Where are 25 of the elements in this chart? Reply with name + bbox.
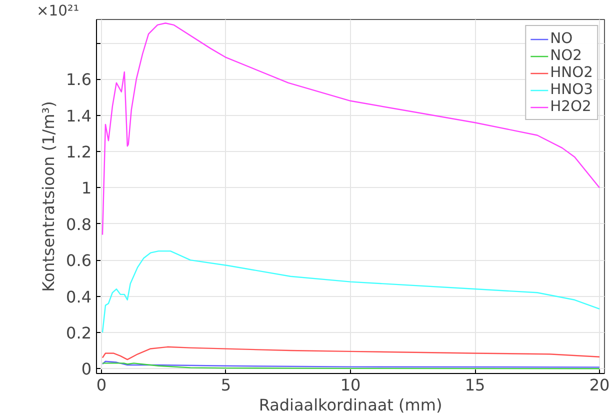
x-axis-title: Radiaalkordinaat (mm): [258, 396, 442, 414]
x-tick-label: 15: [464, 376, 486, 394]
legend-label: H2O2: [550, 98, 592, 115]
x-tick-label: 0: [96, 376, 107, 394]
line-series: [102, 22, 600, 236]
y-tick-label: 0: [81, 360, 92, 379]
legend-label: HNO3: [550, 81, 593, 98]
x-tick-label: 5: [220, 376, 232, 394]
y-axis-title: Kontsentratsioon (1/m³): [39, 101, 58, 292]
legend-label: NO2: [550, 47, 582, 64]
line-series: [102, 346, 600, 360]
y-tick-label: 0.8: [66, 214, 92, 234]
y-tick-label: 1: [81, 178, 92, 198]
y-tick-label: 1.6: [66, 70, 92, 90]
line-series: [102, 250, 600, 334]
text: ×10²¹: [36, 2, 80, 20]
y-tick-label: 1.4: [66, 106, 92, 126]
x-tick-label: 20: [589, 376, 610, 394]
legend-label: HNO2: [550, 64, 593, 81]
legend-label: NO: [550, 30, 573, 47]
y-tick-label: 0.2: [66, 323, 92, 342]
y-tick-label: 0.6: [66, 251, 92, 270]
x-tick-label: 10: [340, 376, 361, 394]
y-tick-label: 0.4: [66, 287, 92, 306]
y-tick-label: 1.2: [66, 142, 92, 162]
